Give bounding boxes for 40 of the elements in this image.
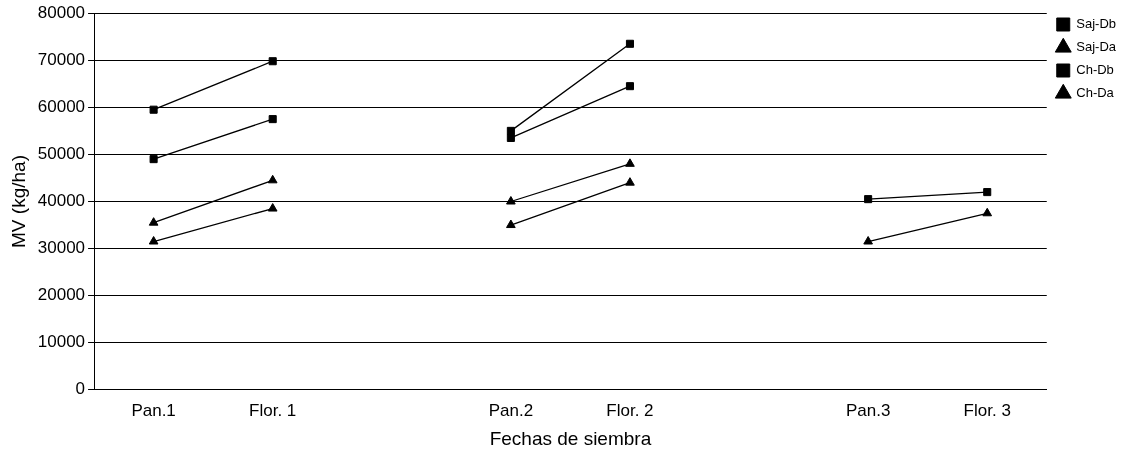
point bbox=[625, 158, 635, 167]
point bbox=[506, 219, 516, 229]
legend-label: Ch-Db bbox=[1076, 62, 1114, 78]
point bbox=[267, 174, 278, 184]
point bbox=[149, 105, 158, 114]
point bbox=[148, 236, 159, 245]
point bbox=[625, 177, 635, 186]
point bbox=[148, 217, 159, 226]
point bbox=[625, 39, 634, 48]
point bbox=[268, 57, 277, 66]
y-tick-label: 80000 bbox=[37, 2, 86, 22]
point bbox=[506, 196, 516, 205]
x-tick-label: Flor. 1 bbox=[249, 400, 297, 420]
y-tick-label: 70000 bbox=[37, 49, 86, 69]
x-tick-label: Flor. 2 bbox=[606, 400, 654, 420]
x-tick-label: Pan.2 bbox=[488, 400, 534, 420]
point bbox=[863, 236, 873, 245]
x-tick-label: Pan.3 bbox=[845, 400, 891, 420]
y-tick-label: 40000 bbox=[37, 191, 86, 211]
point bbox=[149, 155, 158, 164]
y-axis-title: MV (kg/ha) bbox=[7, 155, 29, 248]
legend-label: Saj-Da bbox=[1076, 39, 1117, 55]
point bbox=[982, 207, 993, 217]
x-tick-label: Flor. 3 bbox=[963, 400, 1011, 420]
point bbox=[864, 195, 873, 204]
point bbox=[506, 133, 515, 142]
y-tick-label: 0 bbox=[75, 379, 86, 399]
y-tick-label: 10000 bbox=[37, 332, 86, 352]
legend-label: Saj-Db bbox=[1076, 16, 1117, 32]
x-axis-title: Fechas de siembra bbox=[489, 427, 652, 449]
point bbox=[268, 115, 277, 124]
point bbox=[983, 188, 992, 197]
x-tick-label: Pan.1 bbox=[131, 400, 176, 420]
y-tick-label: 60000 bbox=[37, 97, 86, 117]
y-tick-label: 20000 bbox=[37, 285, 86, 305]
point bbox=[267, 203, 278, 212]
legend-label: Ch-Da bbox=[1076, 85, 1115, 101]
point bbox=[625, 82, 634, 91]
y-tick-label: 50000 bbox=[37, 144, 86, 164]
y-tick-label: 30000 bbox=[37, 238, 86, 258]
